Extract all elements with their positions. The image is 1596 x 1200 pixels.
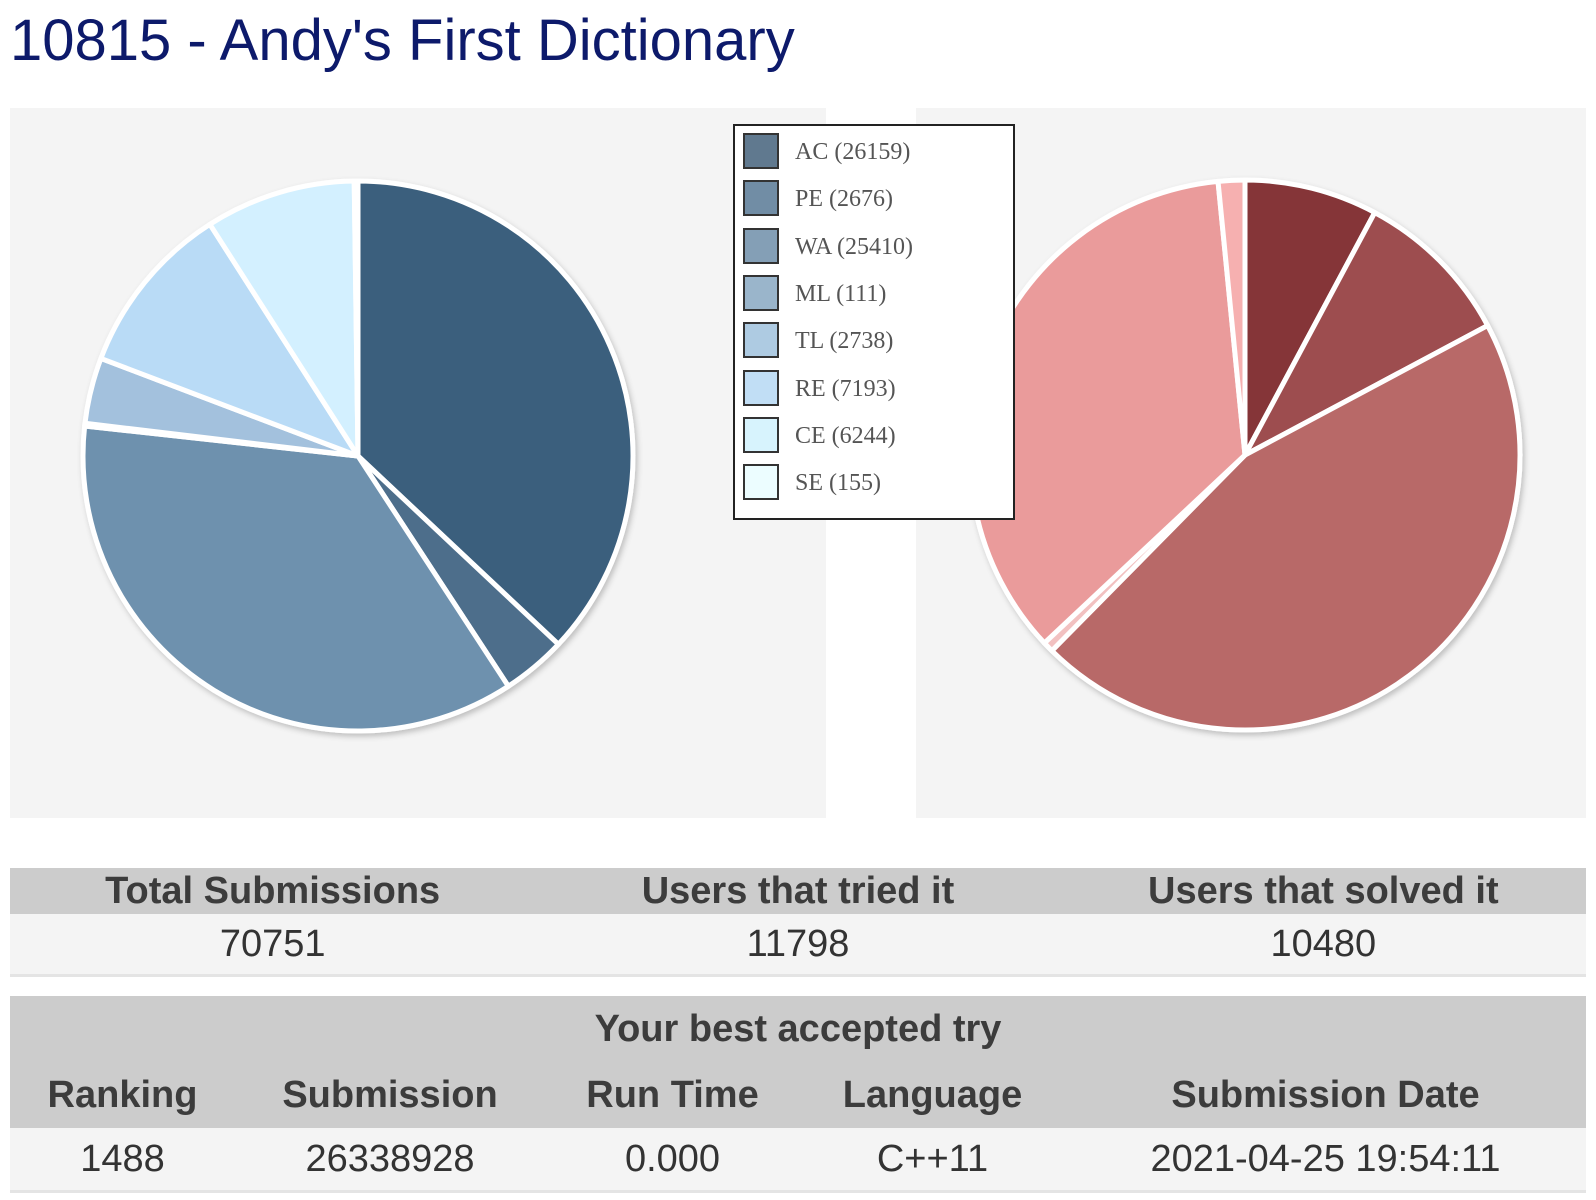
submission-link[interactable]: 26338928 bbox=[235, 1128, 545, 1193]
legend-item-ce: CE (6244) bbox=[743, 416, 1003, 456]
legend-swatch-re bbox=[743, 369, 779, 406]
submission-date-header: Submission Date bbox=[1065, 1062, 1586, 1128]
legend-swatch-wa bbox=[743, 227, 779, 264]
legend-label-ac: AC (26159) bbox=[795, 139, 911, 165]
legend-item-tl: TL (2738) bbox=[743, 321, 1003, 361]
best-try-value-row: 1488 26338928 0.000 C++11 2021-04-25 19:… bbox=[10, 1128, 1586, 1193]
submission-header: Submission bbox=[235, 1062, 545, 1128]
verdict-slice-wa bbox=[80, 423, 511, 734]
verdict-slice-re bbox=[98, 221, 361, 459]
users-slice-6 bbox=[1215, 177, 1248, 458]
legend-item-ml: ML (111) bbox=[743, 274, 1003, 314]
users-tried-value: 11798 bbox=[535, 914, 1061, 977]
verdict-slice-se bbox=[351, 178, 361, 459]
users-slice-3 bbox=[1049, 323, 1523, 733]
legend-label-wa: WA (25410) bbox=[795, 233, 913, 260]
page-title: 10815 - Andy's First Dictionary bbox=[10, 8, 795, 73]
best-try-header-row: Ranking Submission Run Time Language Sub… bbox=[10, 1062, 1586, 1128]
legend-item-wa: WA (25410) bbox=[743, 227, 1003, 267]
verdict-slice-ac bbox=[355, 178, 636, 647]
legend-label-pe: PE (2676) bbox=[795, 186, 893, 213]
best-try-caption-row: Your best accepted try bbox=[10, 996, 1586, 1062]
legend-swatch-pe bbox=[743, 180, 779, 217]
legend-swatch-tl bbox=[743, 322, 779, 359]
legend-swatch-ml bbox=[743, 274, 779, 311]
legend-label-re: RE (7193) bbox=[795, 375, 896, 402]
legend-label-tl: TL (2738) bbox=[795, 328, 894, 355]
chart-legend: AC (26159) PE (2676) WA (25410) ML (111) TL … bbox=[733, 124, 1015, 520]
users-slice-2 bbox=[1242, 210, 1491, 458]
verdict-slice-ce bbox=[207, 178, 361, 459]
ranking-header: Ranking bbox=[10, 1062, 235, 1128]
verdict-pie-chart bbox=[80, 178, 636, 734]
users-pie-chart bbox=[967, 177, 1523, 733]
legend-item-ac: AC (26159) bbox=[743, 132, 1003, 172]
users-solved-header: Users that solved it bbox=[1060, 868, 1586, 914]
legend-swatch-ac bbox=[743, 133, 779, 169]
run-time-header: Run Time bbox=[545, 1062, 800, 1128]
users-solved-value: 10480 bbox=[1060, 914, 1586, 977]
legend-swatch-se bbox=[743, 464, 779, 501]
legend-label-se: SE (155) bbox=[795, 470, 881, 497]
users-tried-header: Users that tried it bbox=[535, 868, 1061, 914]
totals-value-row: 70751 11798 10480 bbox=[10, 914, 1586, 977]
legend-label-ml: ML (111) bbox=[795, 280, 887, 307]
totals-table: Total Submissions Users that tried it Us… bbox=[10, 868, 1586, 977]
total-submissions-header: Total Submissions bbox=[10, 868, 536, 914]
legend-item-pe: PE (2676) bbox=[743, 179, 1003, 219]
totals-header-row: Total Submissions Users that tried it Us… bbox=[10, 868, 1586, 914]
run-time-value: 0.000 bbox=[545, 1128, 800, 1193]
legend-item-se: SE (155) bbox=[743, 463, 1003, 503]
language-header: Language bbox=[800, 1062, 1065, 1128]
total-submissions-value: 70751 bbox=[10, 914, 536, 977]
best-try-table: Your best accepted try Ranking Submissio… bbox=[10, 996, 1586, 1193]
legend-swatch-ce bbox=[743, 416, 779, 453]
legend-item-re: RE (7193) bbox=[743, 369, 1003, 409]
users-slice-1 bbox=[1242, 177, 1378, 458]
legend-label-ce: CE (6244) bbox=[795, 422, 896, 449]
ranking-value: 1488 bbox=[10, 1128, 235, 1193]
best-try-caption: Your best accepted try bbox=[10, 996, 1586, 1062]
submission-date-value: 2021-04-25 19:54:11 bbox=[1065, 1128, 1586, 1193]
language-value: C++11 bbox=[800, 1128, 1065, 1193]
